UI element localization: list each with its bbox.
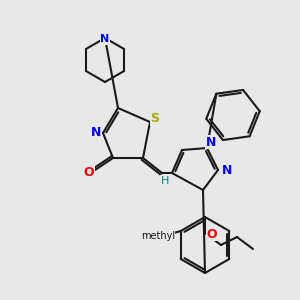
Text: N: N bbox=[222, 164, 232, 178]
Text: N: N bbox=[100, 34, 109, 44]
Text: methyl: methyl bbox=[141, 231, 175, 241]
Text: O: O bbox=[84, 167, 94, 179]
Text: O: O bbox=[207, 227, 217, 241]
Text: H: H bbox=[161, 176, 169, 186]
Text: S: S bbox=[151, 112, 160, 125]
Text: N: N bbox=[91, 127, 101, 140]
Text: N: N bbox=[206, 136, 216, 148]
